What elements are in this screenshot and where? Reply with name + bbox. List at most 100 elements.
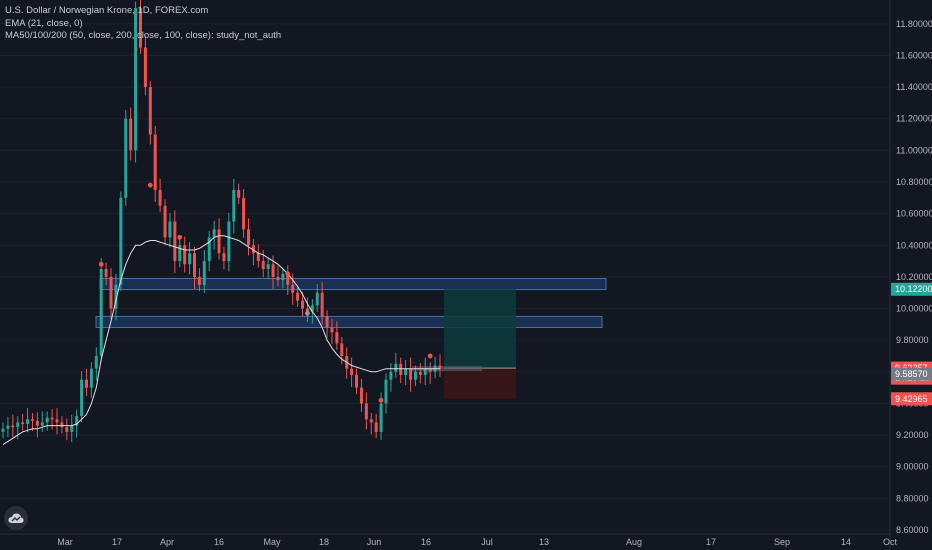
price-tick-label: 8.60000 xyxy=(896,525,929,535)
candle-body xyxy=(30,419,34,421)
candle-body xyxy=(374,422,378,432)
time-tick-label: Jun xyxy=(367,537,382,547)
candle-body xyxy=(104,269,108,277)
price-tag-label: 9.58570 xyxy=(895,369,928,379)
candle-body xyxy=(94,356,98,369)
candle-body xyxy=(251,245,255,254)
stop-zone xyxy=(444,368,516,399)
candle-body xyxy=(114,284,118,309)
chart-grid xyxy=(0,23,890,531)
candlestick-series xyxy=(1,0,442,443)
candle-body xyxy=(350,368,354,375)
candle-body xyxy=(423,368,427,375)
time-axis[interactable]: Mar 17 Apr 16 May 18 Jun 16 Jul 13 Aug 17 Sep 14 Oct xyxy=(57,537,897,547)
candle-body xyxy=(355,374,359,388)
price-tag-bg xyxy=(891,367,932,381)
candle-body xyxy=(301,300,305,309)
price-tick-label: 11.80000 xyxy=(896,19,932,29)
candle-body xyxy=(438,365,442,369)
candle-body xyxy=(310,305,314,312)
candle-body xyxy=(40,422,44,426)
ema-study-label[interactable]: EMA (21, close, 0) xyxy=(5,17,83,29)
signal-dot xyxy=(177,234,183,240)
long-position-tool[interactable] xyxy=(412,289,516,399)
time-tick-label: May xyxy=(263,537,281,547)
candle-body xyxy=(16,422,20,428)
time-tick-label: Apr xyxy=(160,537,174,547)
price-tag-label: 9.42965 xyxy=(895,394,928,404)
candle-body xyxy=(192,253,196,277)
time-tick-label: Aug xyxy=(626,537,642,547)
price-tick-label: 11.40000 xyxy=(896,82,932,92)
signal-dot xyxy=(378,397,384,403)
candle-body xyxy=(212,229,216,238)
candle-body xyxy=(227,221,231,262)
price-axis[interactable]: 11.80000 11.60000 11.40000 11.20000 11.00000… xyxy=(896,19,932,535)
candle-body xyxy=(389,371,393,380)
price-tick-label: 9.20000 xyxy=(896,430,929,440)
candle-body xyxy=(202,261,206,285)
signal-dot xyxy=(285,271,291,277)
candle-body xyxy=(11,425,15,428)
candle-body xyxy=(409,368,413,380)
time-tick-label: 18 xyxy=(319,537,329,547)
chart-legend: U.S. Dollar / Norwegian Krone, 1D, FOREX… xyxy=(5,5,281,43)
candle-body xyxy=(143,47,147,88)
time-tick-label: Sep xyxy=(774,537,790,547)
time-tick-label: 16 xyxy=(421,537,431,547)
candle-body xyxy=(26,419,30,425)
candle-body xyxy=(325,316,329,328)
candle-body xyxy=(369,419,373,423)
symbol-title[interactable]: U.S. Dollar / Norwegian Krone, 1D, FOREX… xyxy=(5,5,209,16)
price-tick-label: 10.80000 xyxy=(896,177,932,187)
price-tick-label: 11.00000 xyxy=(896,145,932,155)
ma-study-label[interactable]: MA50/100/200 (50, close, 200, close, 100… xyxy=(5,30,282,41)
candle-body xyxy=(70,425,74,432)
price-tick-label: 11.60000 xyxy=(896,50,932,60)
candle-body xyxy=(364,403,368,420)
candle-body xyxy=(335,332,339,344)
candle-body xyxy=(197,276,201,285)
time-tick-label: Jul xyxy=(481,537,493,547)
price-tick-label: 8.80000 xyxy=(896,493,929,503)
candle-body xyxy=(291,284,295,293)
supply-demand-zone xyxy=(95,315,603,329)
time-tick-label: 16 xyxy=(214,537,224,547)
candle-body xyxy=(315,292,319,306)
candle-body xyxy=(286,273,290,285)
candle-body xyxy=(84,379,88,388)
candle-body xyxy=(99,269,103,356)
candle-body xyxy=(384,379,388,404)
signal-dot xyxy=(98,261,104,267)
candle-body xyxy=(296,292,300,301)
candle-body xyxy=(271,264,275,277)
candle-body xyxy=(276,276,280,281)
candle-body xyxy=(158,189,162,206)
current-bar-highlight xyxy=(412,366,482,372)
candle-body xyxy=(148,87,152,135)
tradingview-cloud-icon[interactable] xyxy=(4,506,28,530)
candle-body xyxy=(330,327,334,333)
candle-body xyxy=(109,276,113,309)
candle-body xyxy=(237,189,241,198)
candle-body xyxy=(232,189,236,222)
time-tick-label: 13 xyxy=(539,537,549,547)
price-tick-label: 10.20000 xyxy=(896,272,932,282)
candle-body xyxy=(404,368,408,375)
candle-body xyxy=(134,8,138,151)
price-tick-label: 10.40000 xyxy=(896,240,932,250)
candle-body xyxy=(80,379,84,417)
price-tag-bg xyxy=(891,282,932,296)
candle-body xyxy=(168,221,172,238)
price-tag-label: 10.12200 xyxy=(895,284,932,294)
candle-body xyxy=(1,428,5,432)
candle-body xyxy=(207,237,211,262)
candle-body xyxy=(183,245,187,265)
price-tick-label: 11.20000 xyxy=(896,114,932,124)
support-resistance-zones[interactable] xyxy=(95,277,607,329)
candle-body xyxy=(65,427,69,432)
candle-body xyxy=(60,422,64,428)
time-tick-label: Mar xyxy=(57,537,73,547)
